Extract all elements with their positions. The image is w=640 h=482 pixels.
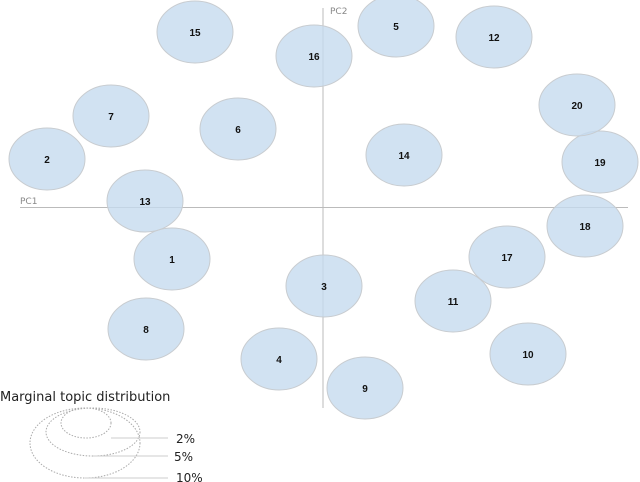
topic-circle[interactable] (414, 269, 492, 333)
legend: Marginal topic distribution 2% 5% 10% (0, 390, 203, 482)
topic-bubble-20[interactable]: 20 (538, 73, 616, 137)
topic-circle[interactable] (468, 225, 546, 289)
topic-circle[interactable] (285, 254, 363, 318)
topic-bubble-9[interactable]: 9 (326, 356, 404, 420)
topic-label: 19 (594, 158, 606, 169)
topic-label: 10 (522, 350, 534, 361)
topic-label: 13 (139, 197, 151, 208)
topic-bubble-7[interactable]: 7 (72, 84, 150, 148)
topic-bubble-5[interactable]: 5 (357, 0, 435, 58)
topic-circle[interactable] (133, 227, 211, 291)
topic-bubble-13[interactable]: 13 (106, 169, 184, 233)
topic-bubble-3[interactable]: 3 (285, 254, 363, 318)
topic-label: 1 (169, 255, 175, 266)
legend-circle-2 (60, 407, 112, 439)
legend-circle-10 (29, 407, 141, 479)
topic-bubble-12[interactable]: 12 (455, 5, 533, 69)
topic-label: 4 (276, 355, 282, 366)
topic-bubble-11[interactable]: 11 (414, 269, 492, 333)
legend-title: Marginal topic distribution (0, 390, 170, 405)
topic-circle[interactable] (357, 0, 435, 58)
topic-label: 18 (579, 222, 591, 233)
topic-bubble-6[interactable]: 6 (199, 97, 277, 161)
topic-bubble-15[interactable]: 15 (156, 0, 234, 64)
topic-circle[interactable] (489, 322, 567, 386)
topic-circle[interactable] (156, 0, 234, 64)
legend-circle-5 (45, 407, 141, 457)
topic-circle[interactable] (106, 169, 184, 233)
topic-bubble-18[interactable]: 18 (546, 194, 624, 258)
topic-label: 9 (362, 384, 368, 395)
topic-bubble-10[interactable]: 10 (489, 322, 567, 386)
topic-circle[interactable] (199, 97, 277, 161)
topic-bubble-4[interactable]: 4 (240, 327, 318, 391)
topic-circle[interactable] (365, 123, 443, 187)
topic-label: 16 (308, 52, 320, 63)
legend-label-2: 2% (176, 432, 195, 446)
topic-bubble-19[interactable]: 19 (561, 130, 639, 194)
legend-label-5: 5% (174, 450, 193, 464)
topic-label: 7 (108, 112, 114, 123)
topic-label: 6 (235, 125, 241, 136)
topic-bubble-8[interactable]: 8 (107, 297, 185, 361)
topic-circle[interactable] (538, 73, 616, 137)
topic-bubble-17[interactable]: 17 (468, 225, 546, 289)
pc2-label: PC2 (330, 7, 347, 17)
topic-bubble-14[interactable]: 14 (365, 123, 443, 187)
topic-label: 17 (501, 253, 513, 264)
legend-label-10: 10% (176, 471, 203, 482)
topic-label: 20 (571, 101, 583, 112)
topic-circle[interactable] (72, 84, 150, 148)
topic-bubble-1[interactable]: 1 (133, 227, 211, 291)
topic-label: 3 (321, 282, 327, 293)
topic-label: 14 (398, 151, 410, 162)
topic-label: 15 (189, 28, 201, 39)
topic-circle[interactable] (107, 297, 185, 361)
topic-circle[interactable] (326, 356, 404, 420)
topic-circle[interactable] (561, 130, 639, 194)
topic-label: 12 (488, 33, 500, 44)
topic-circle[interactable] (455, 5, 533, 69)
topic-bubble-2[interactable]: 2 (8, 127, 86, 191)
topic-circle[interactable] (8, 127, 86, 191)
topic-circle[interactable] (275, 24, 353, 88)
topic-circle[interactable] (240, 327, 318, 391)
pc1-label: PC1 (20, 197, 37, 207)
topic-label: 5 (393, 22, 399, 33)
topic-label: 8 (143, 325, 149, 336)
topic-label: 2 (44, 155, 50, 166)
topic-circle[interactable] (546, 194, 624, 258)
topic-label: 11 (448, 297, 459, 308)
topic-bubble-16[interactable]: 16 (275, 24, 353, 88)
